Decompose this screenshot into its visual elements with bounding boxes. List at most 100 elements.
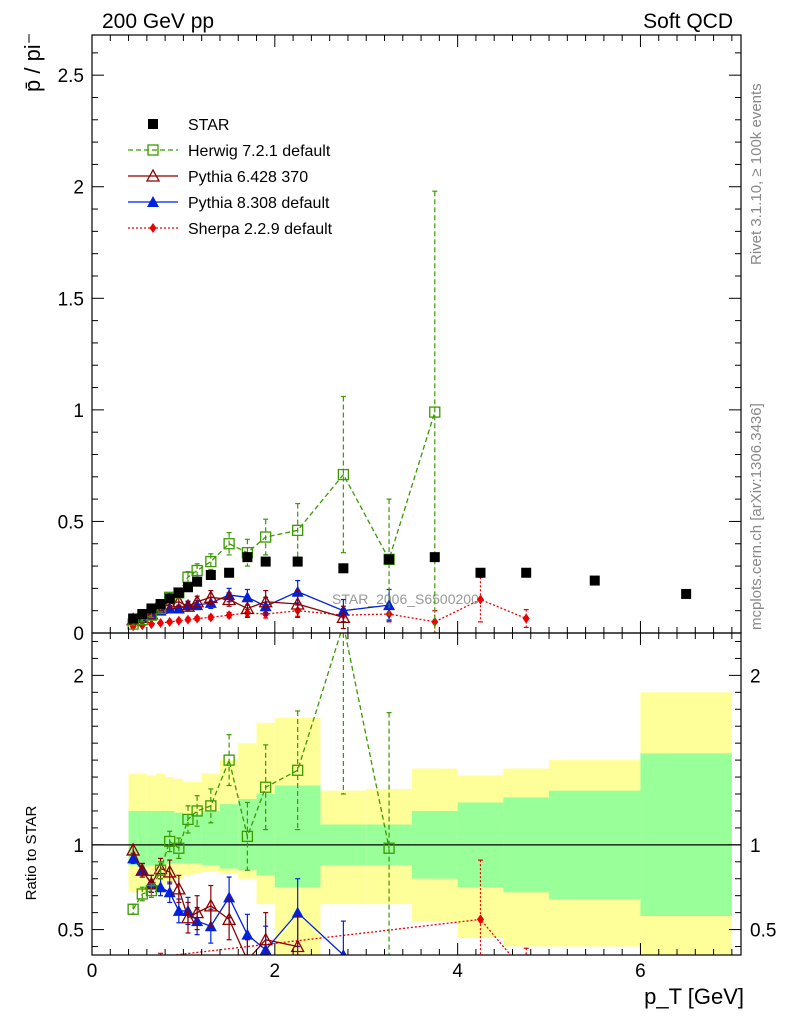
data-point (136, 888, 148, 900)
data-point (241, 830, 254, 843)
main-data (126, 190, 692, 633)
data-point (292, 764, 304, 776)
ratio-panel: 0 2 4 6 0.5 0.5 1 1 2 2 (58, 35, 776, 982)
legend-label: Herwig 7.2.1 default (188, 143, 331, 160)
band-inner-bin (640, 753, 732, 917)
band-inner-bin (201, 810, 220, 866)
data-point (290, 939, 305, 953)
data-point (193, 613, 201, 624)
band-inner-bin (192, 814, 202, 864)
data-point (205, 800, 217, 812)
series-herwig (127, 633, 395, 955)
band-inner-bin (128, 810, 138, 866)
series-line-herwig (132, 633, 390, 910)
series-herwig (127, 190, 441, 633)
data-point (338, 563, 349, 574)
data-point (205, 569, 216, 580)
data-point (182, 813, 194, 826)
data-point (155, 598, 166, 609)
data-point (225, 610, 233, 621)
main-ylabel: p̄ / pi⁻ (20, 33, 45, 92)
data-point (146, 603, 157, 614)
legend-marker (148, 119, 158, 129)
y-tick-label: 0 (73, 624, 84, 645)
data-point (163, 602, 176, 614)
data-point (431, 616, 439, 627)
data-point (190, 594, 205, 608)
data-point (384, 554, 395, 565)
process-label: Soft QCD (643, 10, 733, 33)
data-point (162, 864, 177, 878)
y-tick-label: 0.5 (58, 512, 84, 533)
band-inner-bin (137, 810, 147, 867)
ratio-y-tick-label-right: 1 (750, 836, 761, 857)
ratio-ylabel: Ratio to STAR (23, 805, 40, 900)
data-point (429, 406, 441, 418)
data-point (292, 524, 304, 537)
ratio-y-tick-label-right: 0.5 (750, 921, 776, 942)
data-point (476, 914, 484, 925)
data-point (127, 852, 140, 864)
data-point (203, 898, 218, 912)
band-inner-bin (165, 810, 175, 864)
data-point (164, 593, 175, 604)
data-point (184, 614, 192, 625)
legend-item-sherpa: Sherpa 2.2.9 default (128, 221, 333, 238)
data-point (475, 567, 486, 578)
data-point (182, 582, 193, 593)
data-point (128, 613, 139, 624)
ratio-y-tick-label: 0.5 (58, 921, 84, 942)
xlabel: p_T [GeV] (644, 984, 744, 1009)
data-point (173, 842, 185, 854)
legend-label: STAR (188, 117, 229, 134)
legend-item-pythia8: Pythia 8.308 default (128, 195, 330, 212)
data-point (222, 912, 237, 926)
analysis-watermark: STAR_2006_S6500200 (332, 591, 479, 607)
band-inner-bin (155, 810, 166, 866)
x-tick-label: 6 (635, 961, 646, 982)
data-point (292, 556, 303, 567)
band-inner-bin (256, 794, 275, 876)
legend: STAR Herwig 7.2.1 default Pythia 6.428 370… (128, 117, 333, 238)
data-point (340, 949, 347, 955)
data-point (154, 864, 167, 876)
data-point (207, 612, 215, 623)
x-tick-label: 4 (452, 961, 463, 982)
data-point (291, 906, 304, 918)
data-point (205, 555, 217, 568)
legend-marker (147, 196, 159, 207)
data-point (290, 596, 305, 610)
data-point (162, 596, 177, 610)
data-point (157, 617, 165, 628)
data-point (476, 594, 484, 605)
legend-marker (149, 223, 157, 233)
legend-label: Pythia 8.308 default (188, 195, 330, 212)
data-point (383, 842, 395, 854)
data-point (260, 556, 271, 567)
data-point (258, 594, 273, 608)
data-point (127, 903, 139, 915)
data-point (260, 781, 272, 793)
ratio-data (126, 633, 529, 955)
x-tick-label: 0 (87, 961, 98, 982)
data-point (171, 881, 186, 895)
data-point (223, 891, 236, 903)
data-point (258, 932, 273, 946)
data-point (126, 842, 141, 856)
data-point (145, 884, 158, 897)
data-point (164, 835, 176, 848)
data-point (242, 552, 253, 563)
data-point (147, 619, 155, 630)
data-point (190, 905, 205, 919)
data-point (172, 904, 185, 916)
rivet-label: Rivet 3.1.10, ≥ 100k events (748, 83, 765, 265)
ratio-y-tick-label: 2 (73, 666, 84, 687)
data-point (223, 754, 235, 766)
band-inner-bin (146, 810, 156, 866)
data-point (223, 538, 235, 550)
legend-marker (145, 168, 161, 182)
data-point (166, 616, 174, 627)
legend-label: Sherpa 2.2.9 default (188, 221, 333, 238)
ratio-y-tick-label: 1 (73, 836, 84, 857)
